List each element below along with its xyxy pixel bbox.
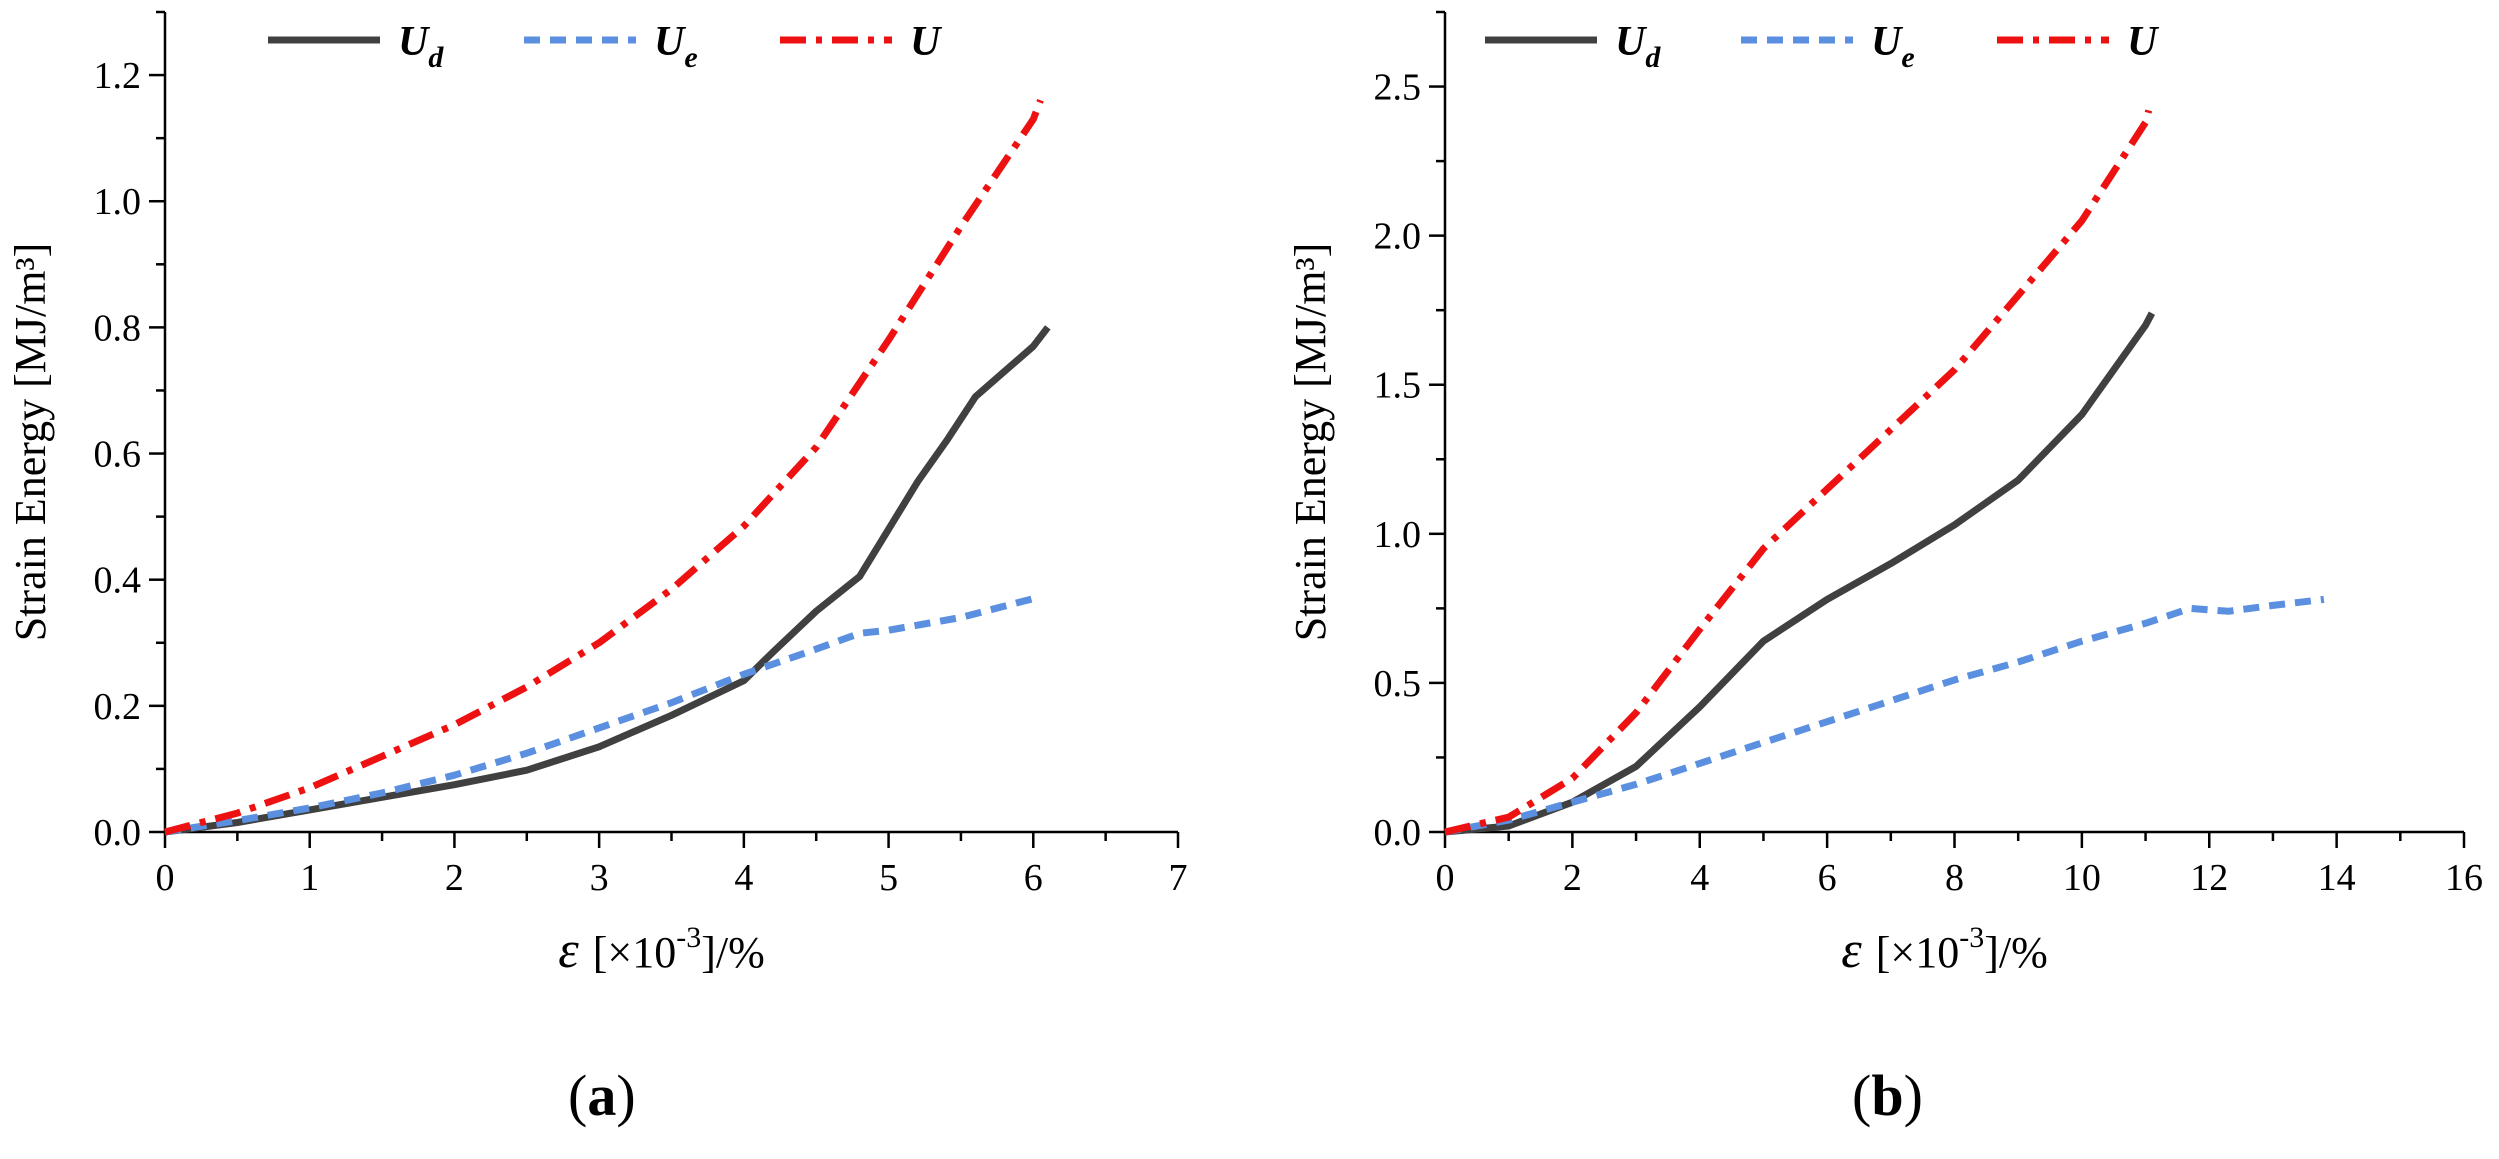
y-axis-title: Strain Energy [MJ/m³] [6, 243, 55, 642]
legend-label-u: U [910, 19, 943, 65]
x-axis-exponent: -3 [1959, 921, 1984, 954]
legend-label-sub: e [1901, 41, 1914, 74]
y-tick-label: 2.0 [1374, 216, 1422, 258]
y-tick-label: 2.5 [1374, 67, 1422, 109]
x-axis-exponent: -3 [676, 921, 701, 954]
legend-label-main: U [654, 19, 687, 65]
x-tick-label: 4 [1690, 857, 1709, 899]
y-tick-label: 1.0 [94, 181, 142, 223]
legend-label-u-d: Ud [398, 19, 444, 74]
series-line-u [164, 99, 1044, 836]
x-tick-label: 4 [734, 857, 753, 899]
x-tick-label: 6 [1818, 857, 1837, 899]
x-axis-symbol: ε [558, 922, 579, 979]
y-tick-label: 1.5 [1374, 365, 1422, 407]
x-tick-label: 7 [1169, 857, 1188, 899]
x-axis-unit: [×10 [1876, 928, 1959, 977]
chart-panel-b: 0 2 4 6 8 10 12 14 16 0.0 0.5 1.0 1.5 2.0 2.5 Strain En… [1286, 10, 2483, 979]
x-tick-label: 12 [2190, 857, 2228, 899]
legend-label-u-e: Ue [1871, 19, 1915, 74]
x-tick-label: 2 [445, 857, 464, 899]
legend-label-main: U [1615, 19, 1648, 65]
series-line-u-d [1444, 311, 2155, 836]
x-tick-label: 5 [879, 857, 898, 899]
panel-label-b: (b) [1852, 1063, 1923, 1128]
legend-label-sub: d [1645, 41, 1661, 74]
y-tick-label: 0.2 [94, 686, 142, 728]
x-tick-label: 10 [2063, 857, 2101, 899]
legend-label-u-d: Ud [1615, 19, 1661, 74]
x-axis-symbol: ε [1841, 922, 1862, 979]
y-tick-label: 0.0 [1374, 812, 1422, 854]
x-axis-title: ε [×10-3]/% [1841, 921, 2048, 979]
x-tick-label: 1 [300, 857, 319, 899]
y-tick-label: 1.2 [94, 55, 142, 97]
legend-label-main: U [910, 19, 943, 65]
y-tick-label: 0.8 [94, 307, 142, 349]
series-line-u [1444, 109, 2153, 836]
legend-label-sub: e [684, 41, 697, 74]
x-axis-tail: ]/% [701, 928, 765, 977]
x-tick-label: 16 [2445, 857, 2483, 899]
y-axis-title: Strain Energy [MJ/m³] [1286, 243, 1335, 642]
x-tick-label: 3 [590, 857, 609, 899]
x-tick-label: 14 [2318, 857, 2356, 899]
series-line-u-e [164, 595, 1035, 836]
x-tick-label: 0 [1436, 857, 1455, 899]
panel-label-a: (a) [568, 1063, 636, 1128]
legend-label-u-e: Ue [654, 19, 698, 74]
x-tick-label: 0 [156, 857, 175, 899]
legend-label-main: U [2127, 19, 2160, 65]
y-tick-label: 0.0 [94, 812, 142, 854]
y-tick-label: 0.6 [94, 434, 142, 476]
y-tick-label: 1.0 [1374, 514, 1422, 556]
legend-label-main: U [1871, 19, 1904, 65]
legend-label-u: U [2127, 19, 2160, 65]
y-tick-label: 0.5 [1374, 663, 1422, 705]
legend-label-sub: d [428, 41, 444, 74]
x-axis-title: ε [×10-3]/% [558, 921, 765, 979]
x-tick-label: 2 [1563, 857, 1582, 899]
x-axis-tail: ]/% [1984, 928, 2048, 977]
legend-label-main: U [398, 19, 431, 65]
series-line-u-e [1444, 595, 2325, 836]
chart-panel-a: 0 1 2 3 4 5 6 7 0.0 0.2 0.4 0.6 0.8 1.0 1.2 Strain Ener… [6, 10, 1188, 979]
y-tick-label: 0.4 [94, 560, 142, 602]
series-line-u-d [164, 325, 1051, 836]
x-tick-label: 6 [1024, 857, 1043, 899]
x-tick-label: 8 [1945, 857, 1964, 899]
x-axis-unit: [×10 [593, 928, 676, 977]
